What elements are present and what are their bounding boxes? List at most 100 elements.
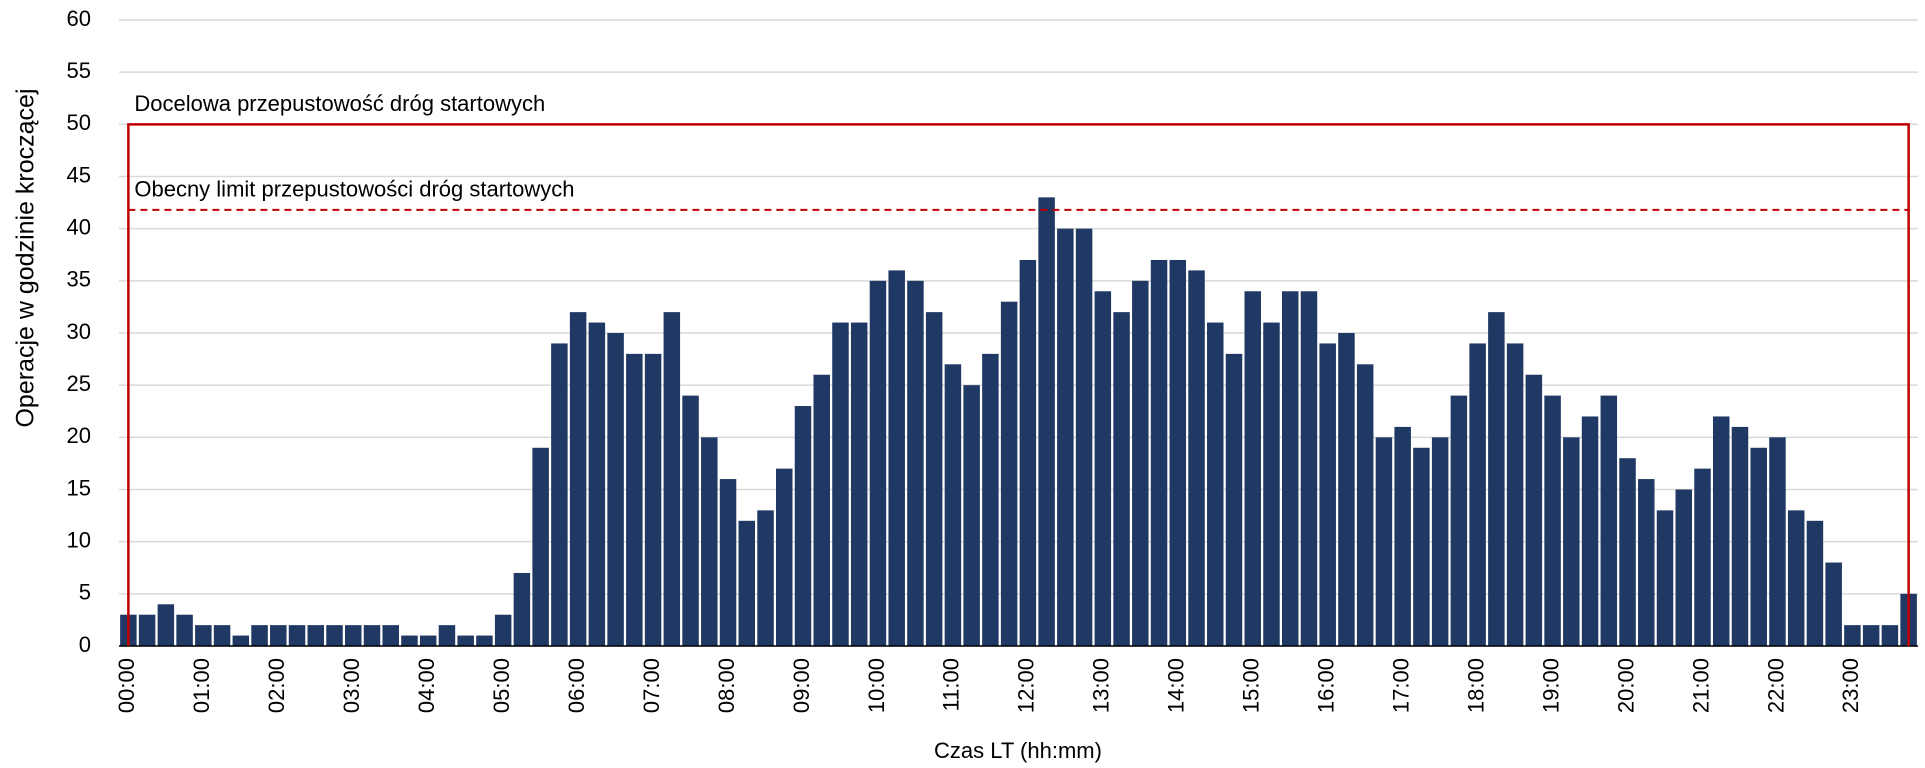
bar [270,625,287,646]
bar [1731,426,1749,646]
bar [719,479,737,646]
bar [1413,447,1430,646]
bar [401,635,418,646]
x-tick-label: 12:00 [1014,658,1039,713]
bar [1375,437,1393,646]
bar [1038,197,1055,646]
bar [1450,395,1468,646]
x-tick-label: 03:00 [339,658,364,713]
x-tick-label: 00:00 [114,658,139,713]
bar [476,635,493,646]
bar [382,625,399,646]
y-tick-label: 40 [67,214,91,239]
x-tick-label: 11:00 [939,658,964,711]
bar [1656,510,1674,646]
x-tick-label: 22:00 [1763,658,1788,713]
bar [1750,447,1767,646]
x-tick-label: 01:00 [189,658,214,713]
x-tick-label: 09:00 [789,658,814,713]
bar [494,614,512,646]
bar [1431,437,1449,646]
bar [1281,291,1299,646]
y-tick-label: 30 [67,319,91,344]
bar [1806,520,1824,646]
bar [1319,343,1336,646]
y-tick-label: 55 [67,58,91,83]
bar [663,312,681,646]
bar [513,572,531,646]
reference-label: Obecny limit przepustowości dróg startow… [134,177,574,202]
bar [307,625,325,646]
y-tick-label: 35 [67,267,91,292]
bar [1188,270,1205,646]
y-tick-label: 45 [67,162,91,187]
bar [1094,291,1112,646]
bar [1057,228,1074,646]
y-tick-label: 10 [67,527,91,552]
bar [644,353,662,646]
x-tick-label: 15:00 [1239,658,1264,713]
bar [1207,322,1224,646]
x-tick-label: 18:00 [1463,658,1488,713]
bar [569,312,587,646]
bar [1488,312,1505,646]
x-tick-label: 10:00 [864,658,889,713]
bar [1019,259,1037,646]
bar [607,333,624,646]
bar [832,322,849,646]
bar [757,510,774,646]
bar [288,625,306,646]
bar [1694,468,1711,646]
bar [195,625,212,646]
bar [213,625,231,646]
bar [1675,489,1693,646]
y-tick-label: 15 [67,475,91,500]
x-tick-label: 16:00 [1314,658,1339,713]
bar [1506,343,1524,646]
y-tick-label: 25 [67,371,91,396]
bar [251,625,268,646]
y-tick-label: 0 [79,632,91,657]
bar [344,625,362,646]
x-axis-title: Czas LT (hh:mm) [934,738,1102,763]
y-tick-label: 60 [67,6,91,31]
x-tick-label: 05:00 [489,658,514,713]
bar [1244,291,1261,646]
bar [138,614,156,646]
bar [1581,416,1599,646]
bar [1132,280,1149,646]
bar [963,385,980,646]
bar [813,374,830,646]
x-tick-label: 02:00 [264,658,289,713]
bar [1787,510,1805,646]
bar [1769,437,1786,646]
reference-label: Docelowa przepustowość dróg startowych [134,91,545,116]
bar [1394,426,1411,646]
x-tick-label: 04:00 [414,658,439,713]
bar [176,614,193,646]
bar [532,447,549,646]
bar [1638,479,1655,646]
x-tick-label: 19:00 [1538,658,1563,713]
x-tick-label: 13:00 [1089,658,1114,713]
bar [326,625,343,646]
bar [944,364,962,646]
x-tick-label: 23:00 [1838,658,1863,713]
bar [1525,374,1543,646]
bar [551,343,568,646]
bar [738,520,756,646]
bar [869,280,887,646]
bar [701,437,718,646]
bar [776,468,793,646]
x-tick-label: 17:00 [1388,658,1413,713]
y-axis-title: Operacje w godzinie kroczącej [12,88,40,427]
bar [907,280,924,646]
bar [1300,291,1318,646]
x-tick-label: 08:00 [714,658,739,713]
bar [1712,416,1730,646]
bar [1150,259,1168,646]
bar [1600,395,1618,646]
x-tick-label: 06:00 [564,658,589,713]
bar [850,322,868,646]
